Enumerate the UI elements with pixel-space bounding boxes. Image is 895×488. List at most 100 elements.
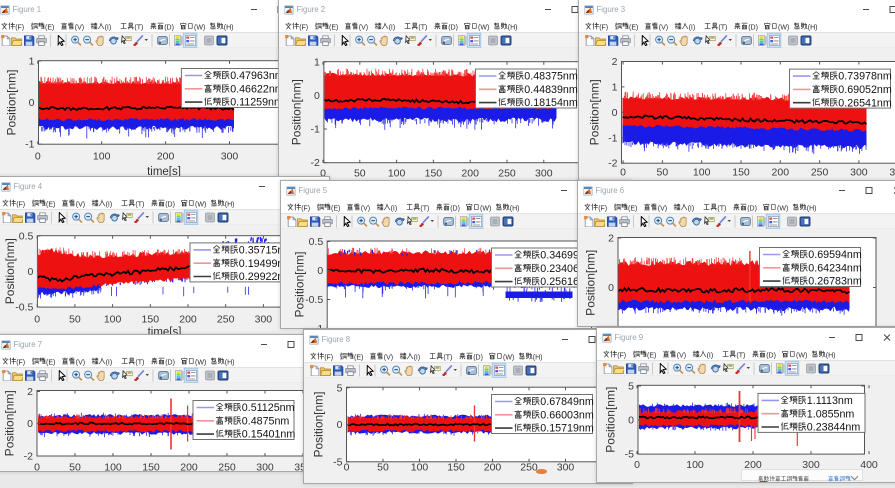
svg-text:0.4875nm: 0.4875nm [242,415,290,427]
svg-text:0.23844nm: 0.23844nm [807,422,861,434]
svg-text:0: 0 [343,461,349,473]
svg-text:Position[nm]: Position[nm] [311,391,325,457]
svg-text:0: 0 [29,97,35,109]
svg-text:0.66003nm: 0.66003nm [540,409,594,421]
svg-text:200: 200 [157,150,175,162]
svg-text:0.46622nm: 0.46622nm [230,83,284,95]
svg-text:300: 300 [256,461,274,471]
svg-text:Position[nm]: Position[nm] [292,251,306,317]
svg-text:100: 100 [387,167,405,179]
svg-text:Position[nm]: Position[nm] [3,238,17,304]
svg-text:100: 100 [686,459,704,471]
svg-text:150: 150 [424,167,442,179]
svg-text:300: 300 [850,166,868,178]
svg-text:0.11259nm: 0.11259nm [230,96,283,108]
svg-text:100: 100 [692,166,710,178]
svg-text:300: 300 [535,167,553,179]
svg-text:300: 300 [255,313,273,325]
svg-text:300: 300 [221,150,239,162]
svg-text:Figure 2: Figure 2 [296,5,325,14]
svg-text:250: 250 [520,461,538,473]
svg-text:-0.5: -0.5 [305,294,323,306]
svg-text:-2: -2 [24,450,33,462]
svg-text:0: 0 [35,150,41,162]
svg-text:0: 0 [34,313,40,325]
svg-text:0.26541nm: 0.26541nm [838,97,892,109]
svg-text:Position[nm]: Position[nm] [587,79,601,145]
svg-text:200: 200 [179,313,197,325]
svg-text:Position[nm]: Position[nm] [289,79,303,145]
svg-text:-1: -1 [25,138,34,150]
svg-text:2: 2 [611,56,617,68]
svg-text:0: 0 [28,266,34,278]
svg-text:150: 150 [732,166,750,178]
svg-text:-1: -1 [310,123,319,135]
svg-text:150: 150 [142,313,160,325]
svg-text:100: 100 [104,313,122,325]
svg-text:-5: -5 [333,456,342,468]
svg-text:50: 50 [69,461,81,471]
svg-text:-2: -2 [310,157,319,169]
svg-text:0.51125nm: 0.51125nm [242,402,295,414]
svg-text:2: 2 [27,386,33,398]
svg-text:0: 0 [634,459,640,471]
svg-text:Position[nm]: Position[nm] [3,390,17,456]
svg-text:1: 1 [314,56,320,68]
svg-text:0.5: 0.5 [308,236,323,248]
svg-text:0: 0 [314,90,320,102]
svg-text:0.48375nm: 0.48375nm [524,70,578,82]
svg-text:5: 5 [628,381,634,393]
svg-text:0.73978nm: 0.73978nm [838,70,892,82]
svg-text:150: 150 [447,461,465,473]
svg-text:50: 50 [656,166,668,178]
svg-text:250: 250 [217,313,235,325]
svg-text:0.15401nm: 0.15401nm [242,428,296,440]
svg-text:0.18154nm: 0.18154nm [524,97,578,109]
svg-text:0: 0 [27,418,33,430]
svg-text:0: 0 [608,282,614,294]
svg-text:250: 250 [498,167,516,179]
svg-text:0.15719nm: 0.15719nm [540,422,594,434]
svg-text:0: 0 [34,461,40,471]
svg-text:250: 250 [810,166,828,178]
svg-text:Figure 7: Figure 7 [14,340,43,349]
svg-text:300: 300 [556,461,574,473]
svg-text:0: 0 [620,166,626,178]
svg-text:0.44839nm: 0.44839nm [524,83,578,95]
svg-text:0: 0 [628,415,634,427]
svg-text:1.0855nm: 1.0855nm [807,408,855,420]
svg-text:1: 1 [29,55,35,67]
svg-text:Position[nm]: Position[nm] [583,250,597,316]
svg-text:5: 5 [336,382,342,394]
svg-text:1.1113nm: 1.1113nm [807,395,853,407]
svg-text:50: 50 [377,461,389,473]
svg-text:200: 200 [180,461,198,471]
svg-text:0.69594nm: 0.69594nm [808,249,862,261]
svg-text:-5: -5 [625,449,634,461]
svg-text:0: 0 [611,106,617,118]
svg-text:0.26783nm: 0.26783nm [808,276,862,288]
svg-text:0.67849nm: 0.67849nm [540,396,594,408]
svg-text:Position[nm]: Position[nm] [5,69,19,135]
svg-text:-0.5: -0.5 [15,301,33,313]
svg-text:100: 100 [93,150,111,162]
svg-text:100: 100 [410,461,428,473]
svg-text:Figure 3: Figure 3 [596,5,625,14]
svg-text:100: 100 [104,461,122,471]
svg-text:250: 250 [218,461,236,471]
svg-text:350: 350 [889,166,895,178]
svg-text:Figure 5: Figure 5 [298,186,327,195]
svg-text:50: 50 [69,313,81,325]
svg-text:-1: -1 [608,132,617,144]
svg-text:Figure 4: Figure 4 [14,182,43,191]
svg-text:0.5: 0.5 [19,230,34,242]
svg-text:Position[nm]: Position[nm] [604,387,618,453]
svg-text:0: 0 [336,419,342,431]
svg-text:50: 50 [353,167,365,179]
svg-text:Figure 1: Figure 1 [13,5,42,14]
svg-text:0.64234nm: 0.64234nm [808,262,862,274]
svg-text:200: 200 [771,166,789,178]
svg-text:-2: -2 [608,157,617,169]
svg-text:200: 200 [483,461,501,473]
svg-text:Figure 6: Figure 6 [595,186,624,195]
